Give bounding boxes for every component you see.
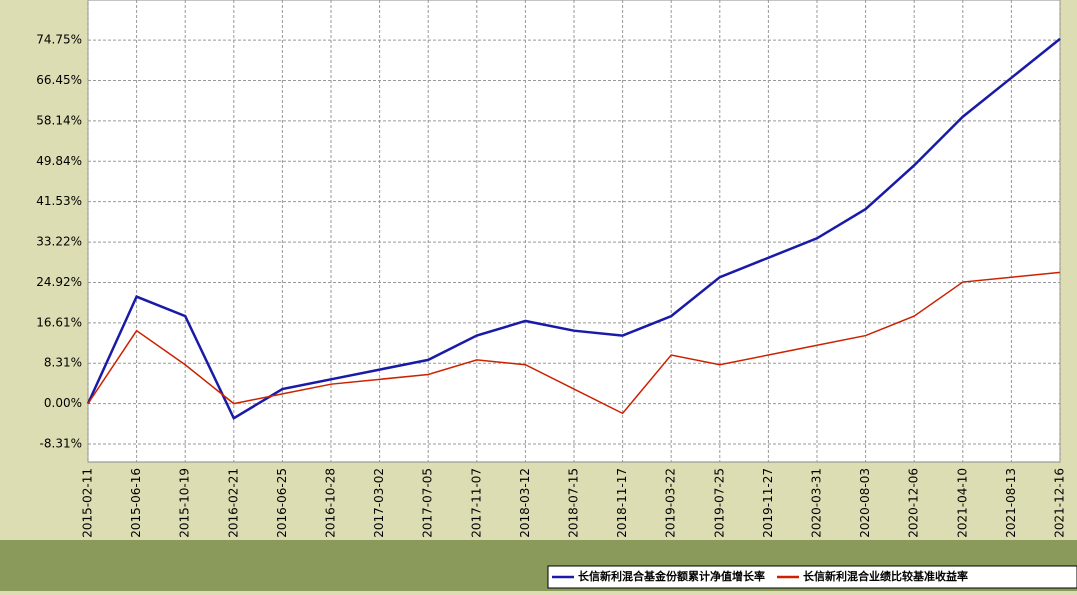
x-tick-label: 2019-11-27 <box>761 468 775 538</box>
y-tick-label: 49.84% <box>36 154 82 168</box>
y-tick-label: 8.31% <box>44 356 82 370</box>
y-tick-label: -8.31% <box>40 437 82 451</box>
x-tick-label: 2016-10-28 <box>324 468 338 538</box>
x-tick-label: 2017-03-02 <box>372 468 386 538</box>
x-tick-label: 2015-10-19 <box>178 468 192 538</box>
legend: 长信新利混合基金份额累计净值增长率 长信新利混合业绩比较基准收益率 <box>547 565 1077 589</box>
y-tick-label: 33.22% <box>36 235 82 249</box>
y-tick-label: 0.00% <box>44 396 82 410</box>
x-tick-label: 2015-02-11 <box>81 468 95 538</box>
x-tick-label: 2021-04-10 <box>955 468 969 538</box>
x-tick-label: 2017-07-05 <box>421 468 435 538</box>
x-tick-label: 2017-11-07 <box>469 468 483 538</box>
x-tick-label: 2019-07-25 <box>712 468 726 538</box>
series-line <box>86 37 1061 421</box>
y-tick-label: 74.75% <box>36 33 82 47</box>
x-tick-label: 2016-06-25 <box>275 468 289 538</box>
x-tick-label: 2018-07-15 <box>567 468 581 538</box>
y-tick-label: 66.45% <box>36 73 82 87</box>
x-tick-label: 2015-06-16 <box>129 468 143 538</box>
x-tick-label: 2021-08-13 <box>1004 468 1018 538</box>
x-tick-label: 2020-08-03 <box>858 468 872 538</box>
x-tick-label: 2020-12-06 <box>907 468 921 538</box>
x-tick-label: 2021-12-16 <box>1053 468 1067 538</box>
legend-label: 长信新利混合业绩比较基准收益率 <box>803 569 968 583</box>
y-tick-label: 58.14% <box>36 113 82 127</box>
x-tick-label: 2019-03-22 <box>664 468 678 538</box>
y-tick-label: 16.61% <box>36 315 82 329</box>
x-tick-label: 2018-03-12 <box>518 468 532 538</box>
legend-box <box>547 565 1077 589</box>
x-tick-label: 2020-03-31 <box>810 468 824 538</box>
legend-label: 长信新利混合基金份额累计净值增长率 <box>578 569 765 583</box>
x-tick-label: 2016-02-21 <box>226 468 240 538</box>
x-tick-label: 2018-11-17 <box>615 468 629 538</box>
series-line <box>87 271 1061 415</box>
y-tick-label: 24.92% <box>36 275 82 289</box>
y-tick-label: 41.53% <box>36 194 82 208</box>
